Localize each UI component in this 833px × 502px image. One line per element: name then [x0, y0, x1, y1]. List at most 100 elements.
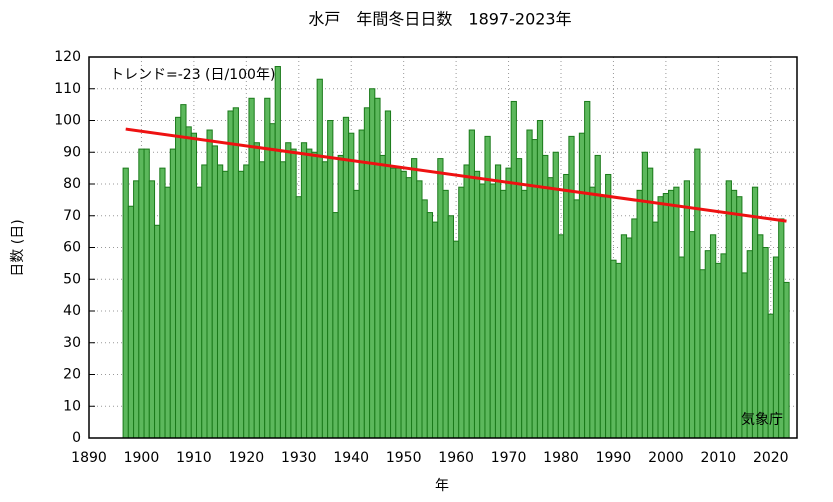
- bar: [473, 170, 481, 439]
- x-tick-label: 2000: [648, 450, 684, 466]
- bar: [133, 180, 140, 439]
- y-tick-label: 30: [63, 335, 81, 351]
- bar: [222, 170, 229, 439]
- bar: [521, 189, 528, 439]
- bar: [253, 142, 260, 439]
- bar: [190, 132, 198, 439]
- bar: [405, 177, 413, 439]
- bar: [673, 186, 680, 439]
- bar: [578, 132, 586, 439]
- bar: [211, 145, 218, 439]
- bar: [505, 167, 512, 439]
- bar: [154, 224, 161, 439]
- x-tick-label: 1950: [386, 450, 422, 466]
- bar: [736, 196, 743, 439]
- trend-line: [125, 127, 787, 223]
- bar: [542, 154, 549, 439]
- bar: [694, 148, 701, 439]
- bar: [127, 205, 135, 439]
- bar: [206, 129, 213, 439]
- bar: [526, 129, 533, 439]
- y-tick-label: 10: [63, 398, 81, 414]
- bar: [321, 161, 329, 439]
- x-tick-label: 2010: [701, 450, 737, 466]
- bar: [274, 66, 281, 439]
- bar: [342, 116, 350, 439]
- trend-label: トレンド=-23 (日/100年): [110, 67, 275, 83]
- bar: [652, 221, 659, 439]
- bar: [437, 158, 444, 439]
- bar: [143, 148, 150, 439]
- bar: [458, 186, 465, 439]
- bar: [589, 186, 596, 439]
- bar: [772, 256, 780, 439]
- bar: [668, 189, 675, 439]
- bar: [725, 180, 732, 439]
- bar: [348, 132, 355, 439]
- y-tick-label: 60: [63, 240, 81, 256]
- bar: [552, 151, 559, 439]
- bar: [300, 142, 308, 439]
- bar: [762, 247, 769, 439]
- bar: [594, 154, 601, 439]
- bar: [699, 269, 706, 439]
- bar: [395, 167, 402, 439]
- bar: [447, 215, 454, 439]
- bar: [479, 183, 486, 439]
- bar: [757, 234, 764, 439]
- x-tick-label: 1960: [438, 450, 474, 466]
- bar: [631, 218, 638, 439]
- bar: [515, 158, 523, 439]
- bar: [148, 180, 156, 439]
- bar: [720, 253, 727, 439]
- bar: [369, 88, 376, 439]
- bar: [285, 142, 292, 439]
- y-tick-label: 80: [63, 176, 81, 192]
- bar: [494, 164, 502, 439]
- bar: [452, 240, 460, 439]
- bar: [390, 167, 397, 439]
- x-tick-label: 1900: [124, 450, 160, 466]
- y-tick-label: 0: [72, 430, 81, 446]
- bar: [421, 199, 428, 439]
- bar: [227, 110, 234, 439]
- bar: [610, 259, 617, 439]
- bar: [678, 256, 685, 439]
- bar: [164, 186, 171, 439]
- bar: [547, 177, 554, 439]
- bar: [185, 126, 192, 439]
- bar: [426, 212, 434, 439]
- bar: [605, 173, 612, 439]
- x-tick-label: 1980: [543, 450, 579, 466]
- bar: [510, 100, 517, 439]
- y-tick-label: 50: [63, 271, 81, 287]
- bar: [411, 158, 418, 439]
- bar: [311, 151, 318, 439]
- bar: [196, 186, 203, 439]
- bar: [688, 231, 696, 439]
- bar: [584, 100, 591, 439]
- bar: [746, 250, 753, 439]
- bar: [636, 189, 643, 439]
- x-axis-label: 年: [435, 478, 449, 494]
- bar: [484, 135, 491, 439]
- y-tick-label: 70: [63, 208, 81, 224]
- bar: [715, 262, 722, 439]
- bar: [122, 167, 129, 439]
- bar: [536, 120, 544, 439]
- x-tick-label: 1970: [491, 450, 527, 466]
- bar: [327, 120, 334, 439]
- bar: [279, 161, 287, 439]
- bar: [662, 193, 670, 439]
- annotation: 気象庁: [741, 412, 783, 428]
- bar: [269, 123, 276, 439]
- bar: [201, 164, 208, 439]
- bar: [568, 135, 575, 439]
- x-tick-label: 2020: [753, 450, 789, 466]
- y-tick-label: 120: [54, 49, 81, 65]
- bar: [175, 116, 182, 439]
- x-tick-label: 1890: [71, 450, 107, 466]
- bar: [751, 186, 759, 439]
- bar: [615, 262, 622, 439]
